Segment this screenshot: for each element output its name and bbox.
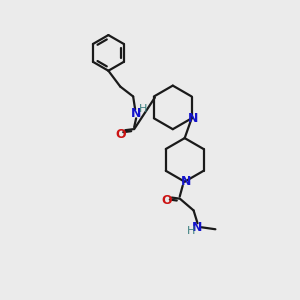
Text: H: H bbox=[186, 226, 195, 236]
Text: N: N bbox=[188, 112, 198, 125]
Text: O: O bbox=[115, 128, 126, 141]
Text: N: N bbox=[131, 107, 141, 120]
Text: O: O bbox=[161, 194, 172, 207]
Text: H: H bbox=[139, 104, 147, 114]
Text: N: N bbox=[192, 221, 203, 234]
Text: N: N bbox=[181, 175, 191, 188]
